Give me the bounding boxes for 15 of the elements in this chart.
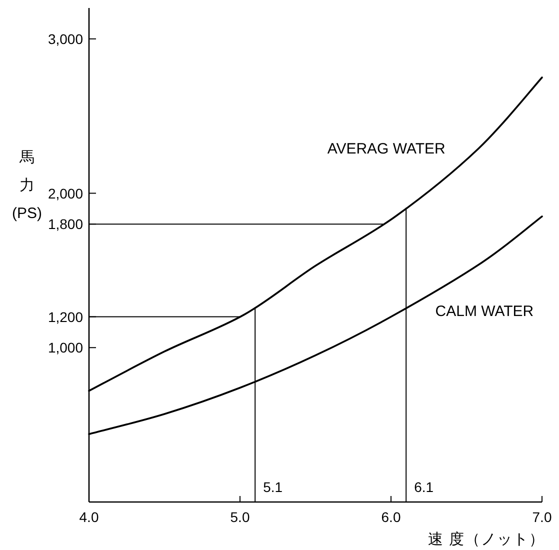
y-axis-title: 馬力 (PS) (12, 149, 42, 222)
series-label: CALM WATER (435, 303, 534, 320)
y-tick-label: 3,000 (48, 30, 84, 47)
ref-line-label: 5.1 (263, 479, 283, 495)
x-axis-title: 速 度（ノット） (428, 531, 545, 548)
x-tick-label: 7.0 (532, 509, 552, 525)
ref-line-label: 6.1 (414, 479, 434, 495)
x-tick-label: 6.0 (381, 509, 401, 525)
x-tick-label: 5.0 (230, 509, 250, 525)
y-tick-label: 1,000 (48, 340, 84, 356)
y-tick-label: 1,200 (48, 308, 84, 325)
y-tick-label: 1,800 (48, 216, 84, 232)
series-label: AVERAG WATER (327, 140, 446, 158)
y-tick-label: 2,000 (48, 185, 84, 202)
x-tick-label: 4.0 (79, 509, 99, 525)
